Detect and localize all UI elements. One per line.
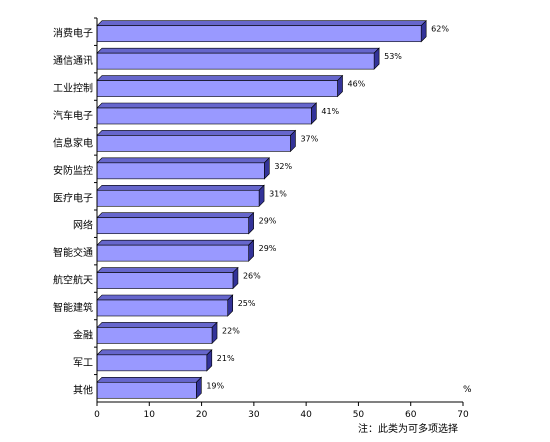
value-label-1: 62% bbox=[431, 25, 449, 34]
value-label-14: 19% bbox=[206, 381, 224, 390]
bar-12 bbox=[96, 327, 213, 344]
category-label-13: 军工 bbox=[73, 357, 93, 369]
x-tick-label-50: 50 bbox=[353, 410, 365, 420]
x-tick-label-20: 20 bbox=[196, 410, 208, 420]
value-label-13: 21% bbox=[217, 354, 235, 363]
bar-5 bbox=[96, 135, 291, 152]
bar-6 bbox=[96, 162, 265, 180]
bar-11 bbox=[96, 299, 229, 317]
bar-10-top bbox=[96, 267, 239, 273]
unit-label: % bbox=[463, 385, 472, 395]
bar-8-top bbox=[96, 212, 255, 219]
bar-9-top bbox=[96, 239, 255, 246]
bar-14 bbox=[96, 381, 197, 399]
value-label-4: 41% bbox=[321, 107, 339, 116]
bar-2 bbox=[96, 52, 375, 70]
value-label-12: 22% bbox=[222, 326, 240, 335]
category-label-6: 安防监控 bbox=[53, 164, 93, 177]
bar-3 bbox=[96, 80, 338, 97]
bar-12-top bbox=[96, 322, 218, 328]
category-label-2: 通信通讯 bbox=[53, 55, 93, 67]
category-label-5: 信息家电 bbox=[53, 136, 93, 149]
value-label-2: 53% bbox=[384, 52, 402, 61]
value-label-11: 25% bbox=[238, 299, 256, 308]
x-tick-label-10: 10 bbox=[144, 410, 156, 420]
value-label-3: 46% bbox=[348, 80, 366, 89]
bar-7-top bbox=[96, 184, 265, 191]
category-label-12: 金融 bbox=[73, 328, 93, 341]
chart-note: 注：此类为可多项选择 bbox=[358, 422, 458, 435]
value-label-9: 29% bbox=[259, 244, 277, 253]
bar-7 bbox=[96, 189, 260, 207]
category-label-1: 消费电子 bbox=[53, 27, 93, 40]
value-label-7: 31% bbox=[269, 189, 287, 198]
value-label-5: 37% bbox=[300, 134, 318, 143]
bar-8 bbox=[96, 217, 249, 235]
bar-4-top bbox=[96, 102, 318, 109]
category-label-11: 智能建筑 bbox=[53, 301, 93, 314]
bars-group: 消费电子 62% 通信通讯 53% 工业控制 46% 汽车电子 41% 信息家电 37% 安防监控 3… bbox=[53, 17, 449, 400]
bar-14-top bbox=[96, 376, 203, 383]
category-label-14: 其他 bbox=[73, 383, 93, 396]
x-tick-label-30: 30 bbox=[248, 410, 260, 420]
bar-9 bbox=[96, 244, 249, 262]
x-tick-label-60: 60 bbox=[405, 410, 417, 420]
category-label-3: 工业控制 bbox=[53, 82, 93, 95]
bar-1-top bbox=[96, 20, 427, 27]
bar-11-top bbox=[96, 294, 234, 301]
x-tick-label-0: 0 bbox=[94, 410, 100, 420]
category-label-10: 航空航天 bbox=[53, 274, 93, 287]
category-label-8: 网络 bbox=[73, 219, 93, 232]
bar-13 bbox=[96, 354, 208, 372]
value-label-6: 32% bbox=[274, 162, 292, 171]
x-tick-label-40: 40 bbox=[300, 410, 312, 420]
bar-3-top bbox=[96, 75, 344, 81]
x-tick-label-70: 70 bbox=[457, 410, 469, 420]
value-label-10: 26% bbox=[243, 272, 261, 281]
category-label-9: 智能交通 bbox=[53, 246, 93, 259]
bar-5-top bbox=[96, 130, 297, 136]
ticks-group: 0 10 20 30 40 50 60 70 bbox=[94, 402, 469, 420]
value-label-8: 29% bbox=[259, 217, 277, 226]
bar-10 bbox=[96, 272, 234, 289]
bar-2-top bbox=[96, 47, 380, 54]
bar-13-top bbox=[96, 349, 213, 356]
axes-group bbox=[96, 18, 463, 403]
category-label-7: 医疗电子 bbox=[53, 191, 93, 204]
bar-1 bbox=[96, 25, 422, 43]
bar-4 bbox=[96, 107, 312, 125]
category-label-4: 汽车电子 bbox=[53, 109, 93, 122]
bar-6-top bbox=[96, 157, 271, 164]
